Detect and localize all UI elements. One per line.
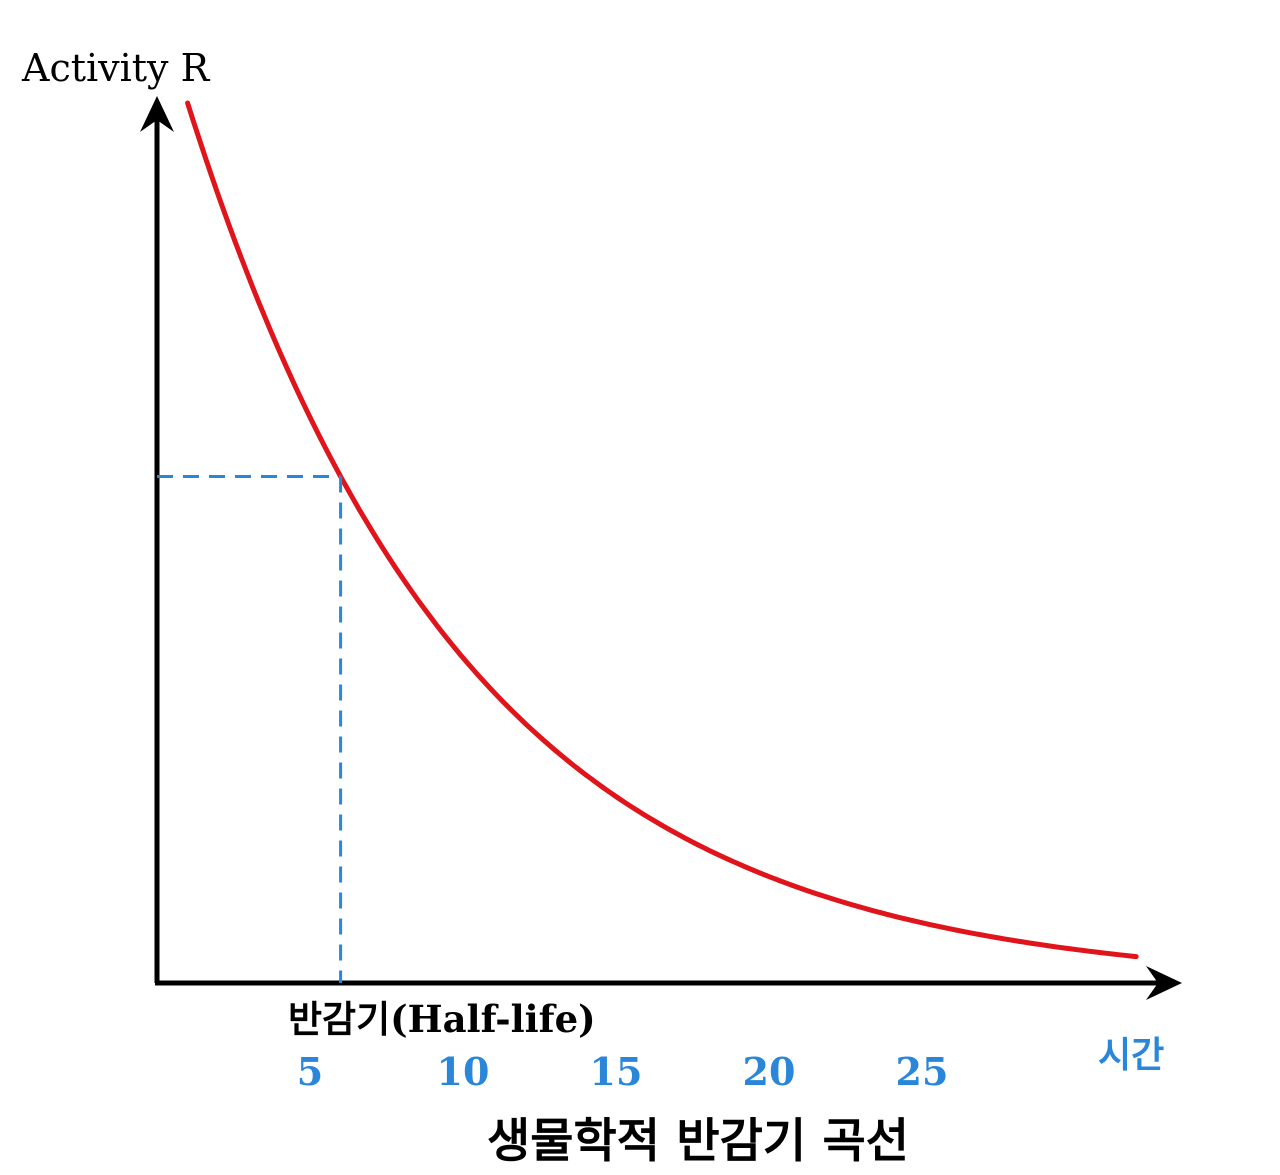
x-tick-label: 25	[896, 1049, 949, 1094]
decay-curve	[185, 100, 1139, 960]
y-axis-label: Activity R	[21, 46, 211, 90]
half-life-label: 반감기(Half-life)	[288, 997, 596, 1041]
x-tick-labels: 5 10 15 20 25	[297, 1049, 949, 1094]
x-tick-label: 5	[297, 1049, 323, 1094]
y-axis-arrow	[140, 96, 174, 132]
x-tick-label: 20	[743, 1049, 796, 1094]
x-axis-arrow	[1146, 966, 1182, 1000]
chart-title: 생물학적 반감기 곡선	[487, 1114, 909, 1169]
x-axis-label: 시간	[1098, 1035, 1164, 1076]
x-tick-label: 15	[590, 1049, 643, 1094]
x-tick-label: 10	[437, 1049, 490, 1094]
